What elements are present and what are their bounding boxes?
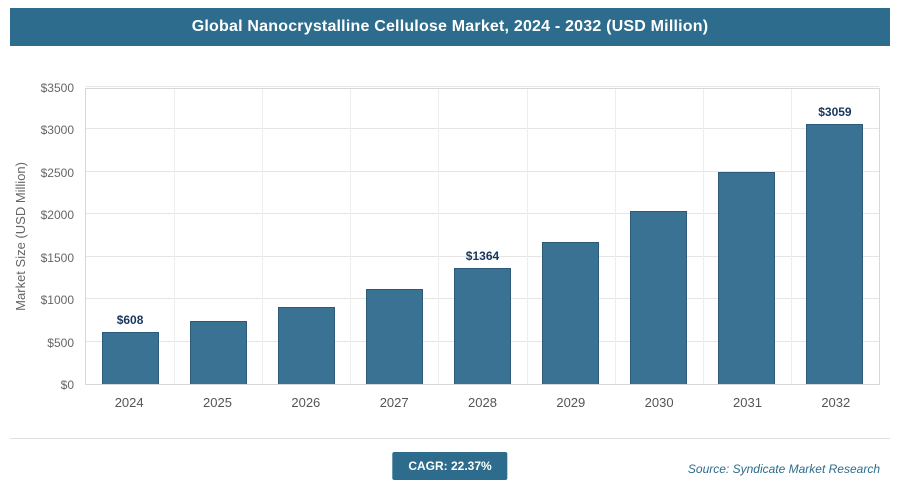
horizontal-gridline: [86, 170, 879, 172]
y-tick-label: $1000: [40, 293, 74, 308]
x-tick-label: 2027: [379, 395, 409, 410]
bar: [365, 289, 423, 384]
bar-value-label: $3059: [818, 105, 852, 120]
y-tick-label: $2500: [40, 165, 74, 180]
bar-column: $1364: [438, 89, 526, 384]
bar-value-label: $1364: [465, 249, 500, 264]
bar-column: $3059: [791, 89, 879, 384]
y-axis-title-container: Market Size (USD Million): [10, 88, 30, 385]
x-tick-label: 2028: [468, 395, 497, 410]
cagr-badge: CAGR: 22.37%: [392, 452, 508, 480]
footer-divider: [10, 438, 890, 439]
x-axis-labels: 2024 2025 2026 2027 2028 2029 2030 2031 2032: [85, 395, 880, 410]
x-tick-label: 2032: [821, 395, 851, 410]
horizontal-gridline: [86, 213, 879, 215]
plot-area: $608 $1364 $3059: [85, 86, 880, 385]
bar: [630, 210, 688, 384]
bar-column: [174, 89, 262, 384]
vertical-gridline: [526, 89, 528, 384]
bar: [718, 171, 776, 384]
chart-title-bar: Global Nanocrystalline Cellulose Market,…: [10, 8, 890, 46]
x-tick-label: 2029: [556, 395, 586, 410]
bar-column: [615, 89, 703, 384]
y-tick-label: $0: [60, 378, 74, 392]
bar-value-label: $608: [116, 313, 144, 328]
bar: $608: [101, 313, 159, 384]
y-tick-label: $3000: [40, 123, 74, 138]
source-text: Source: Syndicate Market Research: [687, 462, 880, 476]
horizontal-gridline: [86, 128, 879, 130]
y-tick-label: $2000: [40, 208, 74, 223]
y-tick-label: $500: [47, 335, 74, 350]
vertical-gridline: [614, 89, 616, 384]
x-tick-label: 2030: [644, 395, 674, 410]
chart-title: Global Nanocrystalline Cellulose Market,…: [191, 18, 709, 35]
bar-series: $608 $1364 $3059: [86, 89, 879, 384]
bar-column: [703, 89, 791, 384]
bar: [277, 306, 335, 384]
x-tick-label: 2025: [203, 395, 232, 410]
bar: $1364: [453, 249, 511, 384]
bar-column: [527, 89, 615, 384]
vertical-gridline: [438, 89, 440, 384]
y-axis-title: Market Size (USD Million): [12, 162, 28, 311]
bar: [542, 242, 600, 384]
y-tick-label: $1500: [40, 250, 74, 265]
x-tick-label: 2026: [291, 395, 321, 410]
vertical-gridline: [790, 89, 792, 384]
horizontal-gridline: [86, 255, 879, 257]
bar-column: [350, 89, 438, 384]
vertical-gridline: [174, 89, 176, 384]
y-axis-ticks: $0 $500 $1000 $1500 $2000 $2500 $3000 $3500: [30, 81, 80, 392]
y-tick-label: $3500: [40, 81, 74, 95]
vertical-gridline: [702, 89, 704, 384]
x-tick-label: 2024: [114, 395, 144, 410]
bar-column: $608: [86, 89, 174, 384]
bar: $3059: [806, 105, 864, 384]
bar: [189, 320, 247, 384]
x-tick-label: 2031: [733, 395, 762, 410]
bar-column: [262, 89, 350, 384]
vertical-gridline: [350, 89, 352, 384]
horizontal-gridline: [86, 86, 879, 87]
vertical-gridline: [262, 89, 264, 384]
